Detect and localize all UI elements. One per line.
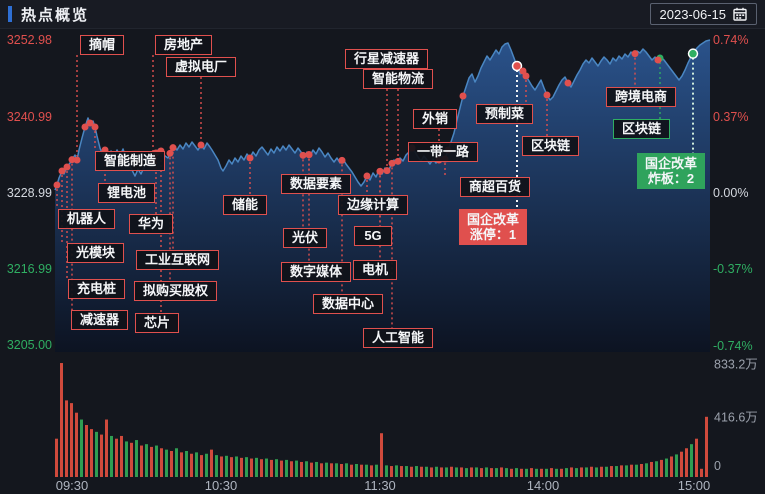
- annotation-label: 锂电池: [107, 185, 147, 200]
- time-label-2: 11:30: [364, 478, 396, 493]
- annotation-区块链[interactable]: 区块链: [522, 136, 580, 156]
- annotation-工业互联网[interactable]: 工业互联网: [136, 250, 220, 270]
- annotation-预制菜[interactable]: 预制菜: [476, 104, 534, 124]
- annotation-label: 储能: [232, 197, 259, 212]
- annotation-边缘计算[interactable]: 边缘计算: [338, 195, 409, 215]
- annotation-label: 芯片: [144, 315, 171, 330]
- annotation-label: 人工智能: [372, 330, 425, 345]
- pct-label-3: -0.37%: [713, 262, 753, 276]
- pct-label-4: -0.74%: [713, 339, 753, 353]
- annotation-数据中心[interactable]: 数据中心: [313, 294, 384, 314]
- annotation-电机[interactable]: 电机: [353, 260, 398, 280]
- price-label-0: 3252.98: [6, 33, 52, 47]
- annotation-人工智能[interactable]: 人工智能: [363, 328, 434, 348]
- annotation-机器人[interactable]: 机器人: [58, 209, 116, 229]
- annotation-label: 区块链: [531, 138, 571, 153]
- annotation-芯片[interactable]: 芯片: [135, 313, 180, 333]
- annotation-label: 光模块: [76, 245, 116, 260]
- time-label-0: 09:30: [55, 478, 89, 493]
- annotation-跨境电商[interactable]: 跨境电商: [606, 87, 677, 107]
- panel-title: 热点概览: [21, 6, 90, 24]
- annotation-商超百货[interactable]: 商超百货: [460, 177, 531, 197]
- annotation-虚拟电厂[interactable]: 虚拟电厂: [166, 57, 237, 77]
- annotation-label: 边缘计算: [347, 197, 400, 212]
- annotation-label: 数据要素: [290, 176, 343, 191]
- annotation-label: 减速器: [80, 312, 120, 327]
- annotation-5G[interactable]: 5G: [354, 226, 392, 246]
- annotation-数据要素[interactable]: 数据要素: [281, 174, 352, 194]
- price-label-3: 3216.99: [6, 262, 52, 276]
- time-label-3: 14:00: [526, 478, 560, 493]
- annotation-华为[interactable]: 华为: [129, 214, 174, 234]
- annotation-减速器[interactable]: 减速器: [71, 310, 129, 330]
- annotation-智能物流[interactable]: 智能物流: [363, 69, 434, 89]
- annotation-label: 虚拟电厂: [175, 59, 228, 74]
- annotation-sub-label: 炸板：2: [647, 171, 695, 186]
- annotation-label: 商超百货: [469, 179, 522, 194]
- annotation-label: 数字媒体: [290, 264, 343, 279]
- annotation-label: 电机: [362, 262, 389, 277]
- calendar-icon[interactable]: [733, 7, 747, 21]
- annotation-label: 机器人: [67, 211, 107, 226]
- annotation-label: 国企改革: [645, 156, 698, 171]
- annotation-label: 工业互联网: [145, 252, 211, 267]
- annotation-label: 华为: [138, 216, 165, 231]
- annotation-光伏[interactable]: 光伏: [283, 228, 328, 248]
- annotation-label: 跨境电商: [615, 89, 668, 104]
- annotation-label: 数据中心: [322, 296, 375, 311]
- annotation-label: 预制菜: [485, 106, 525, 121]
- date-value: 2023-06-15: [659, 6, 727, 22]
- pct-label-1: 0.37%: [713, 110, 749, 124]
- annotation-拟购买股权[interactable]: 拟购买股权: [134, 281, 218, 301]
- pct-label-2: 0.00%: [713, 186, 749, 200]
- annotation-label: 光伏: [292, 230, 319, 245]
- annotation-数字媒体[interactable]: 数字媒体: [281, 262, 352, 282]
- annotation-充电桩[interactable]: 充电桩: [68, 279, 126, 299]
- annotation-label: 摘帽: [89, 37, 116, 52]
- annotation-label: 5G: [364, 228, 382, 243]
- annotation-区块链[interactable]: 区块链: [613, 119, 671, 139]
- annotation-label: 充电桩: [77, 281, 117, 296]
- annotation-一带一路[interactable]: 一带一路: [408, 142, 479, 162]
- date-picker[interactable]: 2023-06-15: [649, 3, 757, 25]
- price-label-2: 3228.99: [6, 186, 52, 200]
- annotation-智能制造[interactable]: 智能制造: [95, 151, 166, 171]
- annotation-label: 一带一路: [417, 144, 470, 159]
- time-label-4: 15:00: [677, 478, 711, 493]
- annotation-label: 房地产: [164, 37, 204, 52]
- event-dots: [53, 48, 699, 189]
- annotation-储能[interactable]: 储能: [223, 195, 268, 215]
- annotation-sub-label: 涨停：1: [469, 227, 517, 242]
- volume-label-2: 0: [714, 459, 721, 473]
- time-label-1: 10:30: [204, 478, 238, 493]
- annotation-label: 智能物流: [372, 71, 425, 86]
- annotation-房地产[interactable]: 房地产: [155, 35, 213, 55]
- accent-bar: [8, 6, 12, 22]
- annotation-光模块[interactable]: 光模块: [67, 243, 125, 263]
- volume-label-1: 416.6万: [714, 410, 758, 425]
- price-label-4: 3205.00: [6, 338, 52, 352]
- volume-label-0: 833.2万: [714, 357, 758, 372]
- price-label-1: 3240.99: [6, 110, 52, 124]
- annotation-锂电池[interactable]: 锂电池: [98, 183, 156, 203]
- annotation-国企改革-涨停：1[interactable]: 国企改革 涨停：1: [459, 209, 528, 245]
- annotation-label: 智能制造: [104, 153, 157, 168]
- annotation-外销[interactable]: 外销: [413, 109, 458, 129]
- pct-label-0: 0.74%: [713, 33, 749, 47]
- volume-bars: [55, 363, 708, 477]
- annotation-label: 国企改革: [467, 212, 520, 227]
- annotation-国企改革-炸板：2[interactable]: 国企改革 炸板：2: [637, 153, 706, 189]
- annotation-label: 外销: [422, 111, 449, 126]
- panel-header: 热点概览 2023-06-15: [0, 0, 765, 29]
- annotation-label: 区块链: [622, 121, 662, 136]
- annotation-label: 行星减速器: [354, 51, 420, 66]
- annotation-行星减速器[interactable]: 行星减速器: [345, 49, 429, 69]
- annotation-摘帽[interactable]: 摘帽: [80, 35, 125, 55]
- annotation-label: 拟购买股权: [143, 283, 209, 298]
